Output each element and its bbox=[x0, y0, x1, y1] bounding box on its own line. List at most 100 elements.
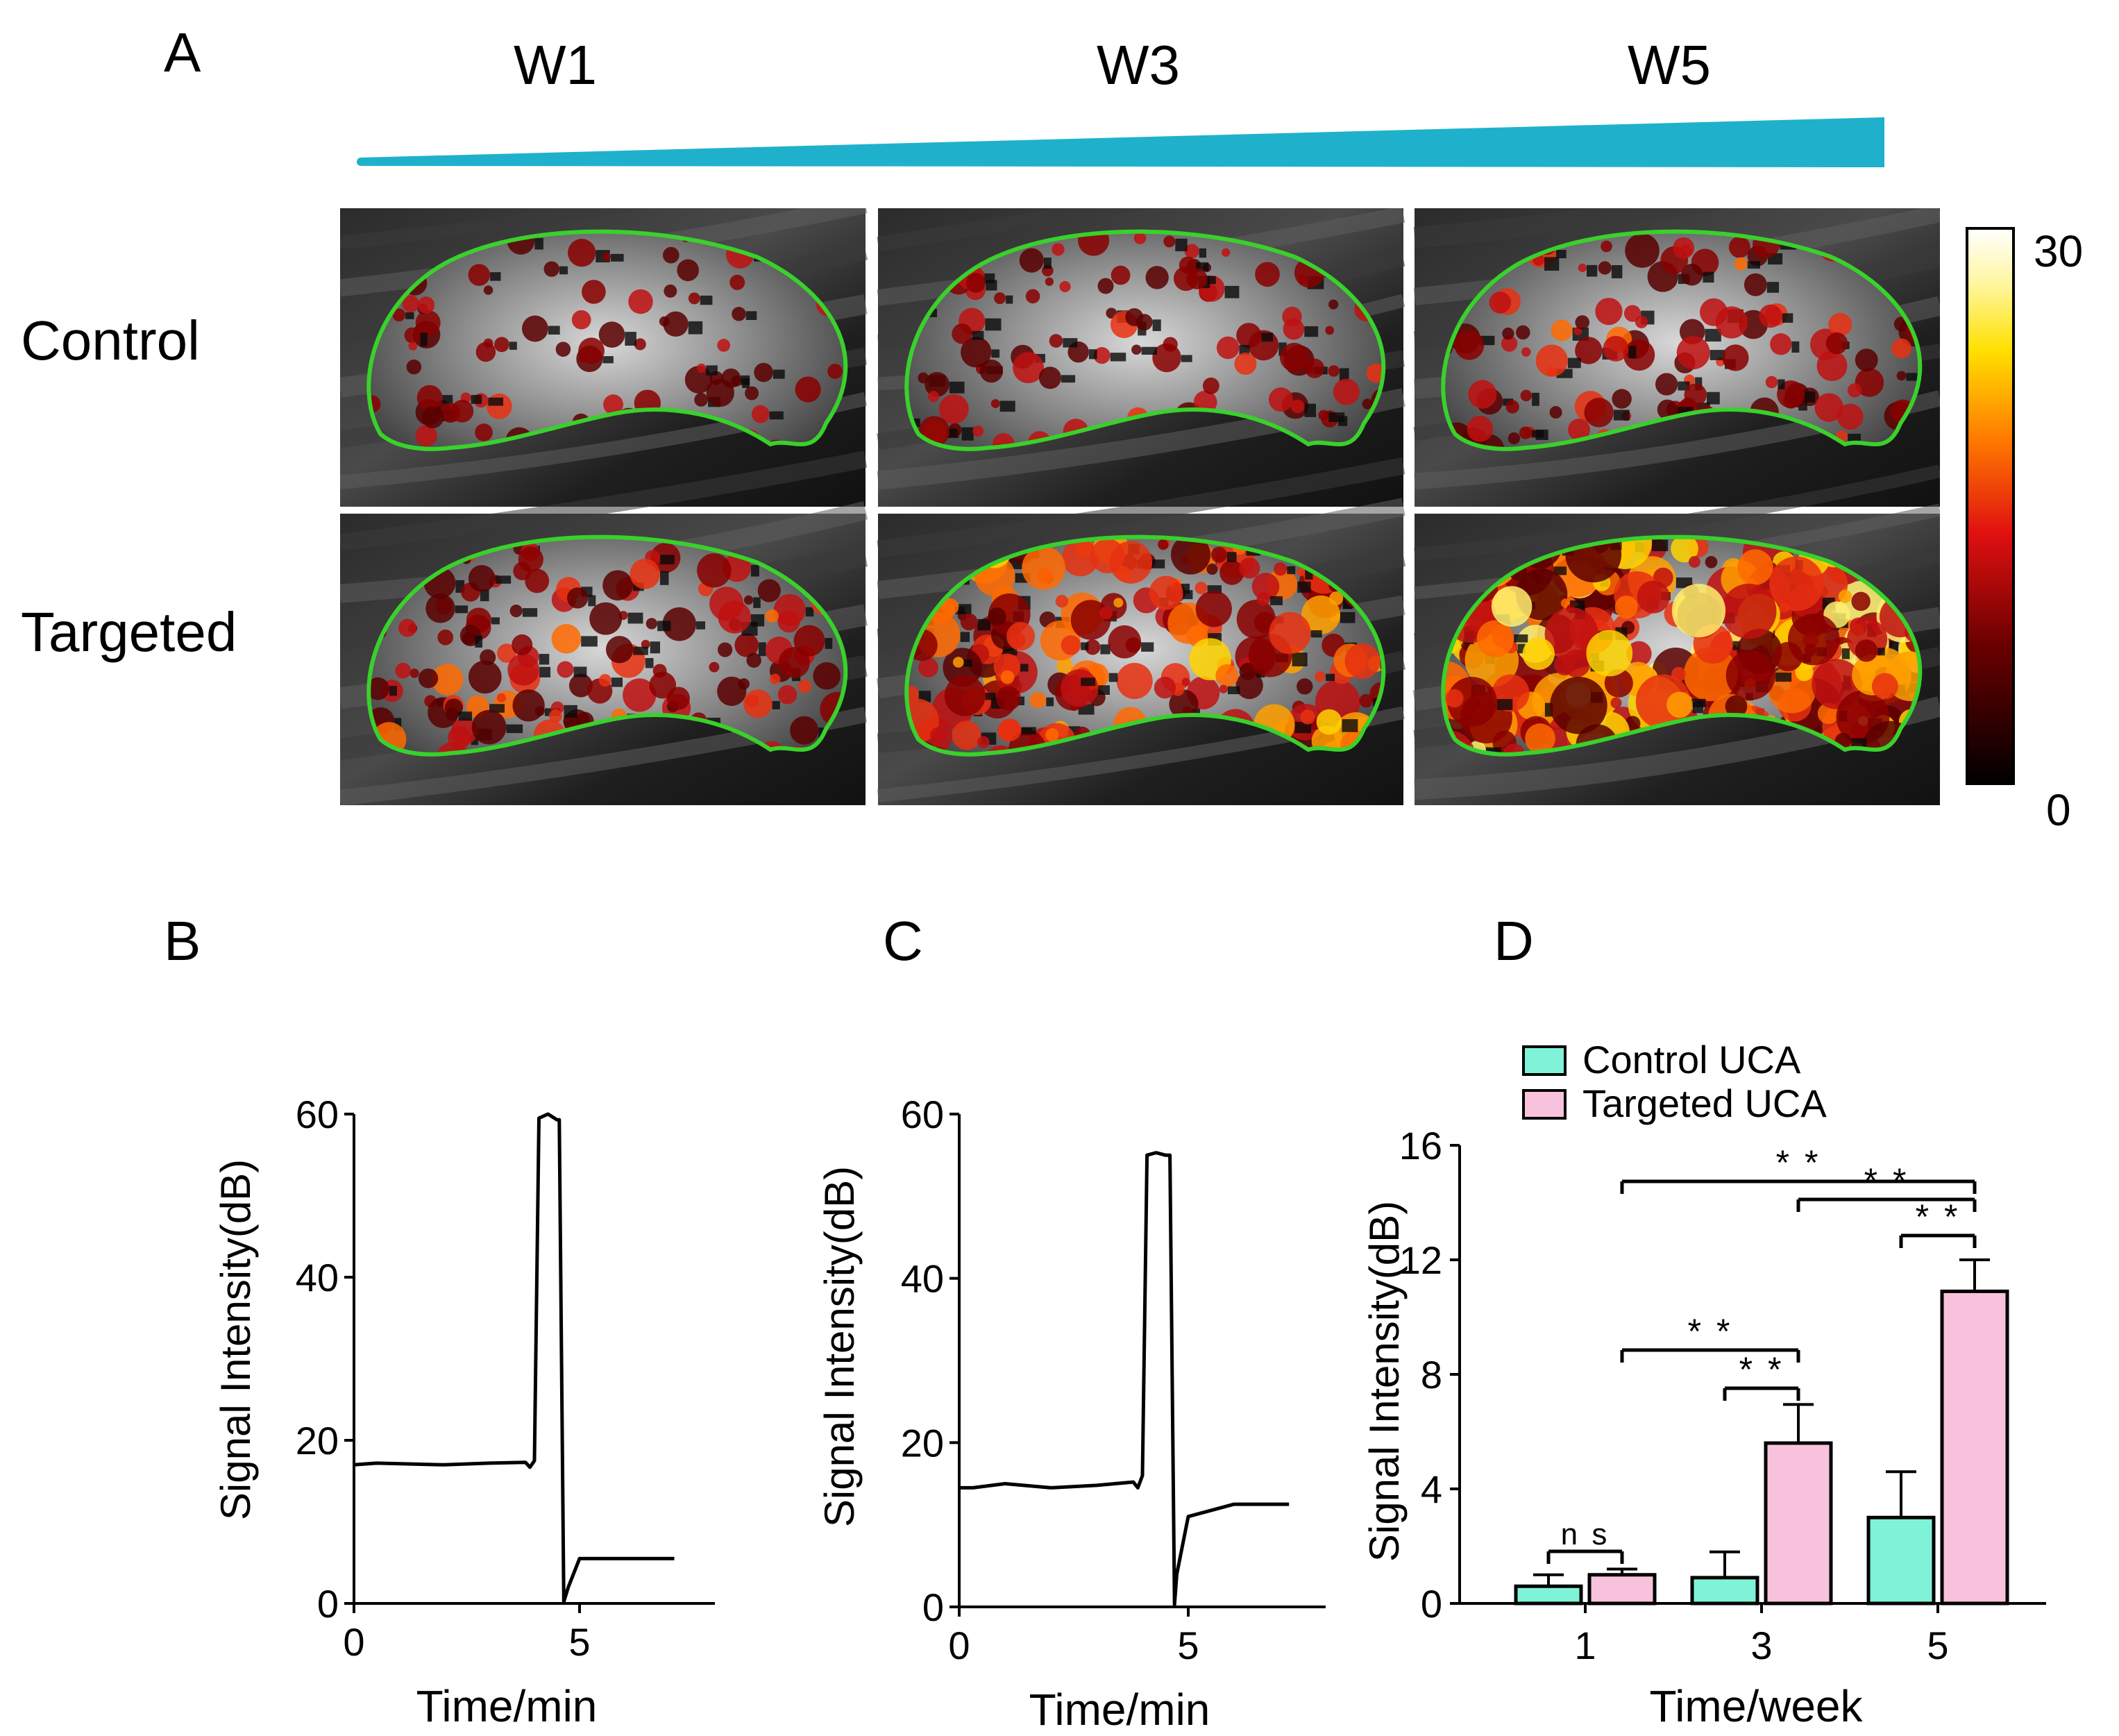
signal-blob bbox=[1045, 277, 1054, 286]
signal-blob bbox=[1595, 298, 1623, 326]
dark-speckle bbox=[1531, 430, 1544, 438]
signal-blob bbox=[1202, 377, 1219, 394]
dark-speckle bbox=[825, 638, 833, 649]
dark-speckle bbox=[1141, 642, 1154, 652]
tissue-streak bbox=[1413, 208, 1730, 248]
y-tick-label: 20 bbox=[901, 1421, 944, 1465]
signal-blob bbox=[990, 399, 1000, 408]
signal-blob bbox=[1501, 335, 1518, 352]
signal-blob bbox=[1516, 325, 1530, 340]
signal-blob bbox=[402, 295, 420, 312]
signal-blob bbox=[1725, 650, 1775, 700]
tissue-streak bbox=[340, 450, 868, 551]
signal-blob bbox=[1550, 676, 1607, 734]
signal-blob bbox=[797, 680, 812, 693]
signal-blob bbox=[630, 559, 661, 589]
dark-speckle bbox=[1081, 677, 1096, 686]
dark-speckle bbox=[1747, 261, 1760, 269]
signal-blob bbox=[1688, 556, 1700, 568]
signal-blob bbox=[777, 610, 800, 633]
dark-speckle bbox=[1310, 630, 1322, 638]
significance-label: * * bbox=[1776, 1143, 1821, 1182]
dark-speckle bbox=[977, 618, 990, 631]
ultrasound-tile-1-2 bbox=[1412, 464, 1940, 805]
dark-speckle bbox=[1199, 248, 1206, 258]
signal-blob bbox=[1684, 383, 1707, 407]
signal-blob bbox=[1062, 539, 1099, 577]
dark-speckle bbox=[972, 330, 984, 340]
signal-blob bbox=[1070, 600, 1111, 640]
signal-blob bbox=[1216, 336, 1240, 360]
signal-blob bbox=[1186, 268, 1208, 289]
signal-blob bbox=[697, 553, 732, 588]
signal-blob bbox=[406, 359, 422, 375]
significance-label: * * bbox=[1688, 1312, 1733, 1351]
signal-blob bbox=[694, 393, 708, 407]
signal-blob bbox=[1871, 673, 1898, 700]
signal-blob bbox=[1055, 594, 1069, 608]
signal-blob bbox=[1825, 332, 1848, 355]
y-tick-label: 0 bbox=[922, 1585, 944, 1629]
signal-blob bbox=[1234, 353, 1257, 376]
signal-blob bbox=[404, 327, 421, 344]
signal-blob bbox=[1683, 647, 1738, 702]
signal-blob bbox=[769, 673, 781, 685]
x-tick-label: 0 bbox=[343, 1620, 364, 1664]
chart-b: Signal Intensity(dB) 0 20 40 60 0 5 Time/min bbox=[212, 1093, 715, 1728]
significance-label: n s bbox=[1561, 1517, 1610, 1551]
signal-blob bbox=[663, 311, 689, 337]
signal-blob bbox=[483, 338, 493, 348]
signal-blob bbox=[1219, 684, 1228, 693]
y-tick-label: 60 bbox=[296, 1093, 339, 1136]
signal-line bbox=[959, 1151, 1290, 1606]
signal-blob bbox=[1362, 398, 1373, 410]
signal-blob bbox=[718, 600, 751, 634]
signal-blob bbox=[1181, 677, 1190, 686]
dark-speckle bbox=[1287, 566, 1296, 575]
signal-blob bbox=[1163, 235, 1176, 248]
signal-blob bbox=[425, 593, 455, 623]
x-tick-label: 3 bbox=[1750, 1624, 1772, 1667]
dark-speckle bbox=[1544, 257, 1560, 271]
signal-blob bbox=[1158, 539, 1169, 550]
x-tick-label: 0 bbox=[948, 1624, 970, 1667]
dark-speckle bbox=[475, 635, 482, 648]
dark-speckle bbox=[573, 666, 587, 677]
signal-blob bbox=[1125, 307, 1144, 326]
dark-speckle bbox=[769, 411, 784, 420]
signal-blob bbox=[1152, 343, 1181, 373]
signal-blob bbox=[1601, 240, 1612, 253]
dark-speckle bbox=[1705, 328, 1721, 342]
signal-blob bbox=[697, 363, 707, 373]
signal-blob bbox=[732, 307, 746, 321]
signal-blob bbox=[1551, 319, 1573, 342]
dark-speckle bbox=[1227, 686, 1240, 695]
signal-blob bbox=[745, 386, 759, 401]
dark-speckle bbox=[913, 418, 920, 428]
dark-speckle bbox=[389, 686, 397, 696]
signal-blob bbox=[1359, 693, 1374, 708]
signal-blob bbox=[1013, 352, 1045, 384]
dark-speckle bbox=[1239, 344, 1250, 355]
dark-speckle bbox=[1270, 596, 1283, 605]
chart-b-ylabel: Signal Intensity(dB) bbox=[212, 1159, 259, 1520]
signal-blob bbox=[952, 720, 981, 750]
signal-blob bbox=[743, 595, 754, 605]
signal-blob bbox=[606, 636, 634, 664]
signal-blob bbox=[1855, 348, 1878, 372]
dark-speckle bbox=[1567, 357, 1581, 369]
signal-blob bbox=[1274, 562, 1288, 576]
dark-speckle bbox=[1778, 379, 1785, 389]
signal-blob bbox=[1614, 596, 1638, 618]
signal-blob bbox=[1737, 549, 1773, 585]
signal-blob bbox=[977, 736, 990, 749]
signal-blob bbox=[1169, 689, 1199, 719]
signal-blob bbox=[1722, 344, 1749, 371]
signal-blob bbox=[1179, 256, 1197, 274]
dark-speckle bbox=[999, 401, 1015, 412]
signal-blob bbox=[677, 259, 700, 282]
dark-speckle bbox=[1152, 319, 1161, 331]
signal-blob bbox=[1725, 695, 1748, 718]
dark-speckle bbox=[773, 369, 785, 379]
